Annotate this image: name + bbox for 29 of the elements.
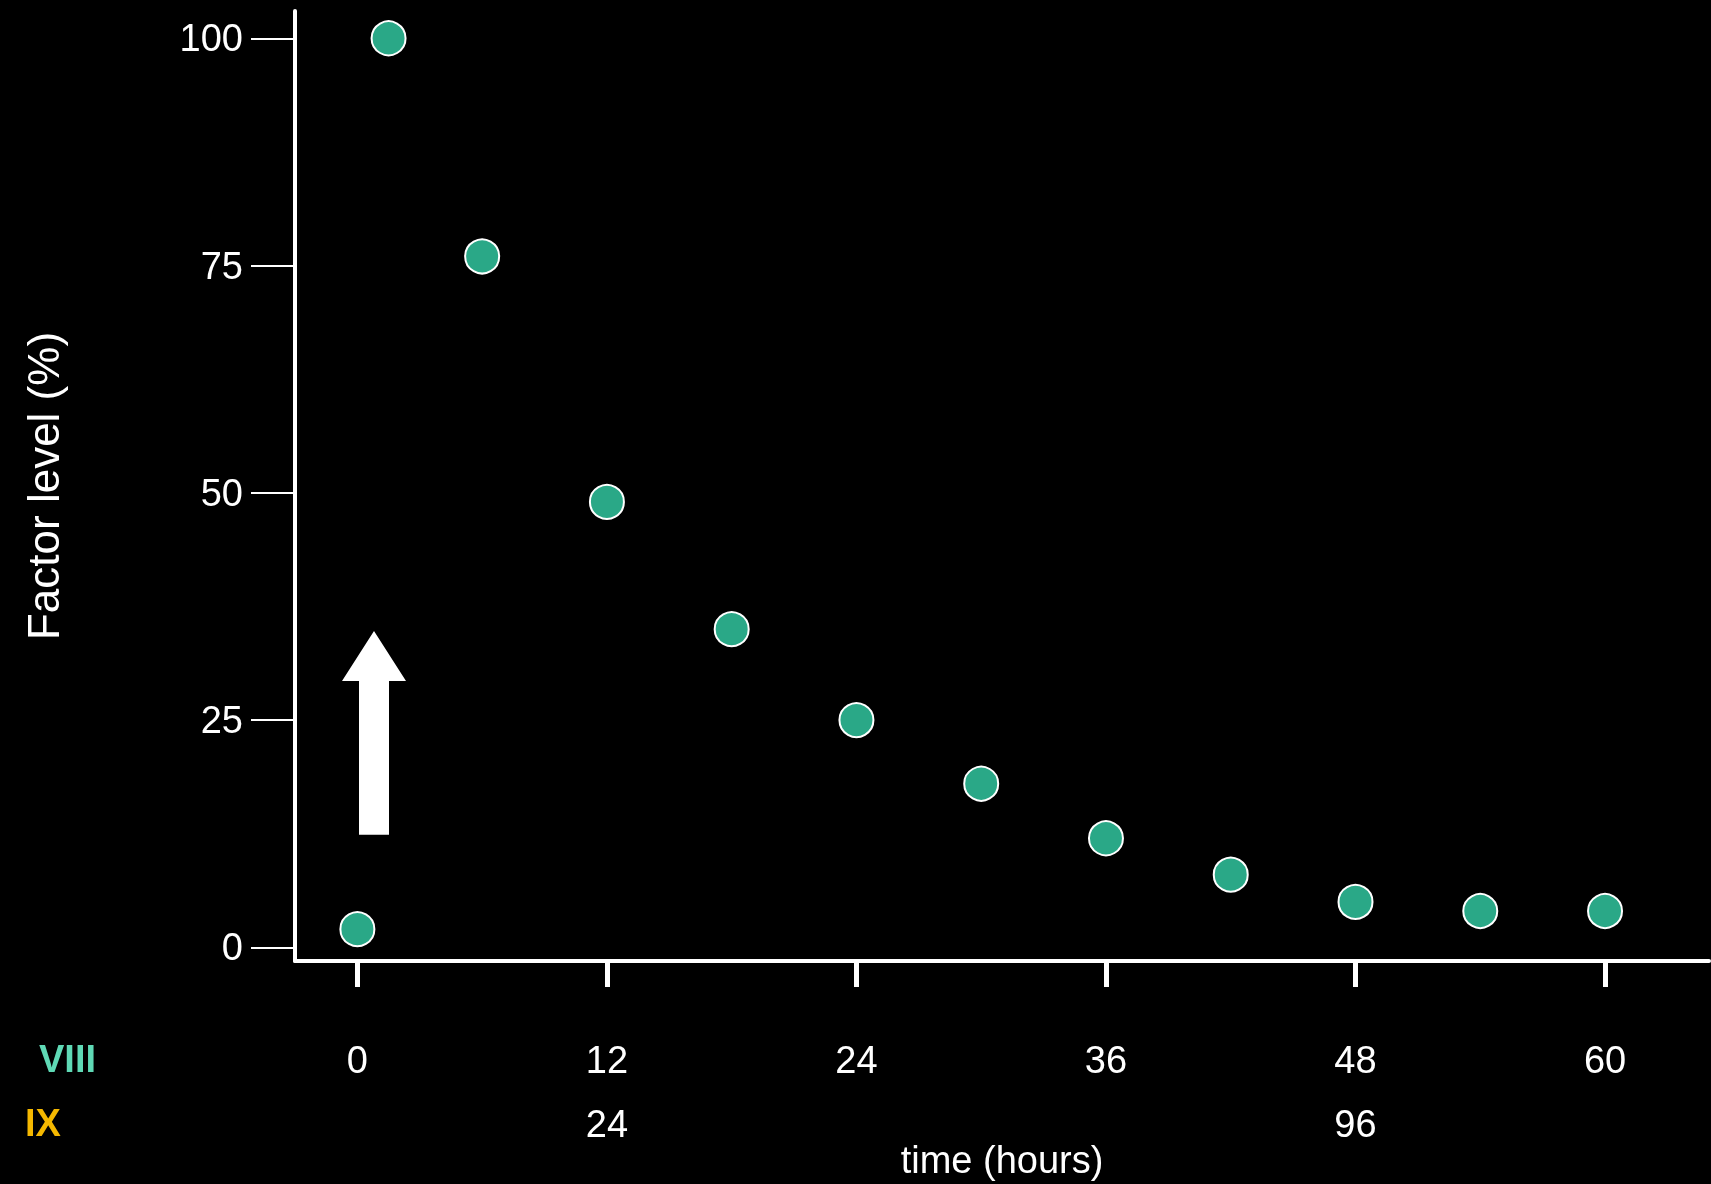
- x-axis-title: time (hours): [900, 1139, 1104, 1181]
- point: [464, 238, 501, 275]
- text: IX: [25, 1102, 62, 1144]
- point: [1088, 820, 1124, 857]
- x-tick-label: 12: [585, 1039, 629, 1081]
- point: [1337, 883, 1374, 920]
- y-tick-label: 25: [200, 699, 243, 742]
- point: [1462, 893, 1499, 929]
- y-tick-label: 75: [200, 244, 243, 287]
- x-tick-label: 0: [346, 1039, 368, 1081]
- point: [1587, 893, 1624, 929]
- x2-tick-label: 96: [1334, 1103, 1377, 1145]
- text: VIII: [39, 1038, 97, 1080]
- point: [963, 765, 1000, 802]
- point: [339, 911, 376, 948]
- point: [713, 611, 750, 648]
- x-tick-label: 36: [1084, 1039, 1128, 1081]
- x-tick-label: 24: [835, 1039, 878, 1081]
- y-tick-label: 100: [179, 17, 243, 60]
- x-tick-label: 48: [1334, 1039, 1377, 1081]
- point: [838, 702, 875, 739]
- y-axis-title: Factor level (%): [18, 331, 68, 641]
- x2-tick-label: 24: [585, 1103, 629, 1145]
- point: [588, 483, 625, 520]
- point: [1212, 856, 1249, 893]
- y-tick-label: 0: [221, 926, 243, 969]
- point: [370, 20, 407, 57]
- x-tick-label: 60: [1583, 1039, 1627, 1081]
- y-tick-label: 50: [200, 471, 243, 514]
